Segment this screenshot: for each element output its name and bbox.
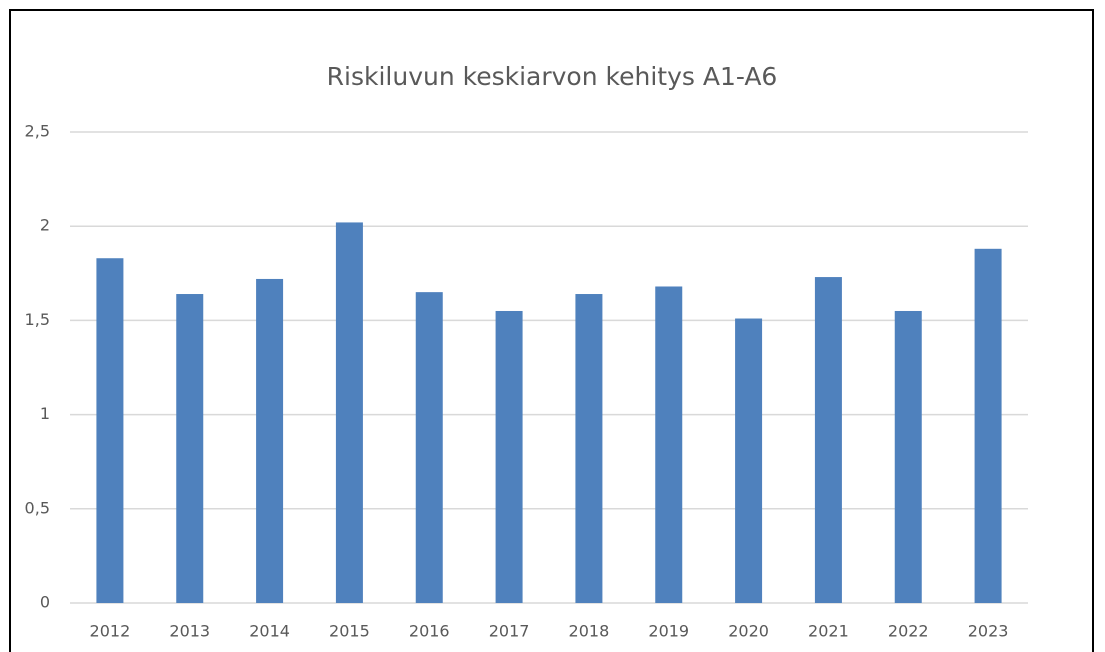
x-tick-label: 2021 [808, 622, 849, 641]
bar [335, 222, 363, 603]
x-tick-label: 2012 [90, 622, 131, 641]
x-tick-label: 2022 [888, 622, 929, 641]
y-tick-label: 0,5 [25, 498, 50, 517]
bar [974, 248, 1002, 604]
y-tick-label: 2,5 [25, 122, 50, 141]
bar [735, 318, 763, 603]
x-tick-label: 2017 [489, 622, 530, 641]
bar [415, 292, 443, 603]
bar [495, 310, 523, 603]
bar [575, 294, 603, 603]
x-tick-label: 2020 [728, 622, 769, 641]
y-tick-label: 1 [40, 404, 50, 423]
chart-border [9, 9, 1094, 652]
bar [655, 286, 683, 603]
y-tick-label: 0 [40, 593, 50, 612]
bar [894, 310, 922, 603]
bar [176, 294, 204, 603]
bar [256, 278, 284, 603]
bar [814, 277, 842, 603]
x-tick-label: 2018 [569, 622, 610, 641]
chart-title: Riskiluvun keskiarvon kehitys A1-A6 [327, 62, 778, 91]
x-tick-label: 2016 [409, 622, 450, 641]
y-tick-label: 1,5 [25, 310, 50, 329]
bar [96, 258, 124, 603]
x-tick-label: 2014 [249, 622, 290, 641]
x-tick-label: 2023 [968, 622, 1009, 641]
x-tick-label: 2019 [648, 622, 689, 641]
x-tick-label: 2015 [329, 622, 370, 641]
x-tick-label: 2013 [169, 622, 210, 641]
y-tick-label: 2 [40, 216, 50, 235]
